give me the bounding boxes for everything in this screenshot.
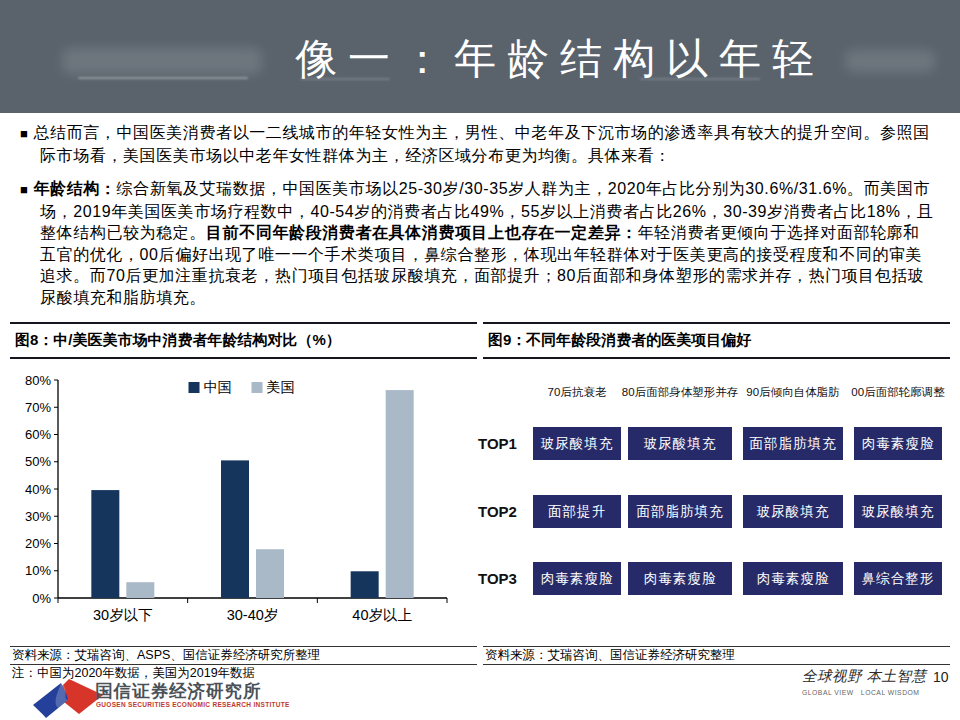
preference-cell: 玻尿酸填充 [854, 495, 942, 528]
x-category-label: 30岁以下 [93, 607, 153, 623]
preference-cell: 玻尿酸填充 [743, 495, 843, 528]
figure8-source: 资料来源：艾瑞咨询、ASPS、国信证券经济研究所整理 [10, 647, 477, 664]
preference-cell: 肉毒素瘦脸 [854, 427, 942, 460]
slogan-en: GLOBAL VIEW LOCAL WISDOM [802, 689, 930, 696]
figure9-title: 图9：不同年龄段消费者的医美项目偏好 [483, 322, 950, 359]
bar-中国-40岁以上 [351, 571, 379, 598]
preference-cell: 面部脂肪填充 [743, 427, 843, 460]
guosen-logo: 国信证券经济研究所 GUOSEN SECURITIES ECONOMIC RES… [33, 679, 313, 719]
age-structure-bar-chart: 0% 10% 20% 30% 40% 50% 60% 70% 80% 30岁以下 30-40岁 40岁… [10, 358, 477, 646]
figure9-source: 资料来源：艾瑞咨询、国信证券经济研究整理 [483, 647, 950, 664]
figure8-note: 注：中国为2020年数据，美国为2019年数据 [10, 665, 477, 681]
bar-中国-30-40岁 [221, 460, 249, 598]
emphasis-text: 年龄结构： [33, 180, 116, 197]
slide-page: 像一：年龄结构以年轻 ■ 总结而言，中国医美消费者以一二线城市的年轻女性为主，男性… [0, 0, 960, 720]
y-tick-label: 70% [25, 400, 51, 415]
logo-name-en: GUOSEN SECURITIES ECONOMIC RESEARCH INST… [96, 701, 290, 708]
slide-header: 像一：年龄结构以年轻 [0, 0, 960, 113]
emphasis-text: 目前不同年龄段消费者在具体消费项目上也存在一定差异： [206, 224, 638, 241]
y-tick-label: 10% [25, 563, 51, 578]
preference-cell: 肉毒素瘦脸 [533, 562, 621, 595]
bullet-icon: ■ [20, 182, 28, 197]
y-tick-label: 80% [25, 373, 51, 388]
figure8-panel: 图8：中/美医美市场中消费者年龄结构对比（%） 0% 10% 20% 30% 40% 50… [10, 322, 477, 682]
y-tick-label: 0% [32, 591, 51, 606]
preference-cell: 玻尿酸填充 [533, 427, 621, 460]
x-category-label: 40岁以上 [352, 607, 412, 623]
preference-cell: 面部提升 [533, 495, 621, 528]
figure8-footer: 资料来源：艾瑞咨询、ASPS、国信证券经济研究所整理 注：中国为2020年数据，… [10, 646, 477, 680]
rank-label: TOP2 [478, 503, 524, 520]
figure8-title: 图8：中/美医美市场中消费者年龄结构对比（%） [10, 322, 477, 359]
slogan-cn: 全球视野 本土智慧 [802, 667, 930, 686]
rank-label: TOP3 [478, 570, 524, 587]
bar-美国-30岁以下 [126, 582, 154, 598]
logo-name-cn: 国信证券经济研究所 [95, 679, 262, 703]
body-text: 总结而言，中国医美消费者以一二线城市的年轻女性为主，男性、中老年及下沉市场的渗透… [33, 124, 929, 164]
preference-cell: 玻尿酸填充 [628, 427, 732, 460]
page-number: 10 [933, 669, 949, 685]
y-tick-label: 30% [25, 509, 51, 524]
bar-美国-30-40岁 [256, 549, 284, 598]
x-category-label: 30-40岁 [227, 607, 279, 623]
y-tick-label: 60% [25, 427, 51, 442]
slide-title: 像一：年龄结构以年轻 [80, 31, 960, 87]
y-tick-label: 50% [25, 454, 51, 469]
y-tick-label: 40% [25, 482, 51, 497]
divider [483, 664, 950, 665]
body-paragraph: ■ 总结而言，中国医美消费者以一二线城市的年轻女性为主，男性、中老年及下沉市场的渗… [20, 122, 934, 166]
bullet-icon: ■ [20, 126, 28, 141]
figure9-panel: 图9：不同年龄段消费者的医美项目偏好 70后抗衰老80后面部身体塑形并存90后倾… [483, 322, 950, 682]
preference-cell: 面部脂肪填充 [628, 495, 732, 528]
preference-cell: 鼻综合整形 [854, 562, 942, 595]
legend-label: 中国 [204, 379, 232, 395]
bar-美国-40岁以上 [386, 390, 414, 598]
legend-label: 美国 [267, 379, 295, 395]
preference-cell: 肉毒素瘦脸 [628, 562, 732, 595]
legend-swatch [189, 382, 200, 393]
preference-grid: 70后抗衰老80后面部身体塑形并存90后倾向自体脂肪00后面部轮廓调整TOP1玻… [483, 358, 950, 648]
rank-label: TOP1 [478, 435, 524, 452]
legend-swatch [252, 382, 263, 393]
age-group-header: 00后面部轮廓调整 [823, 385, 960, 400]
preference-cell: 肉毒素瘦脸 [743, 562, 843, 595]
figure9-footer: 资料来源：艾瑞咨询、国信证券经济研究整理 [483, 646, 950, 665]
body-paragraph: ■年龄结构：综合新氧及艾瑞数据，中国医美市场以25-30岁/30-35岁人群为主… [20, 178, 934, 308]
bar-中国-30岁以下 [91, 490, 119, 598]
slogan-block: 全球视野 本土智慧 GLOBAL VIEW LOCAL WISDOM [802, 667, 930, 696]
summary-text-block: ■ 总结而言，中国医美消费者以一二线城市的年轻女性为主，男性、中老年及下沉市场的渗… [20, 122, 934, 320]
y-tick-label: 20% [25, 536, 51, 551]
